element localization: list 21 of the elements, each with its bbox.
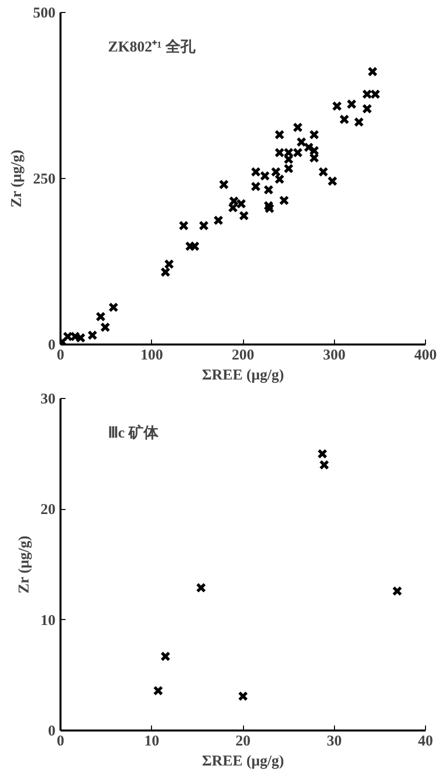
x-tick-label: 40 <box>418 734 433 750</box>
y-tick-label: 20 <box>40 502 56 518</box>
y-tick-label: 0 <box>48 338 56 354</box>
y-tick-label: 30 <box>40 392 56 408</box>
x-tick-label: 400 <box>414 348 437 364</box>
x-tick-label: 300 <box>323 348 346 364</box>
y-tick-label: 500 <box>33 6 56 22</box>
y-tick-label: 10 <box>40 612 56 629</box>
y-axis-title: Zr (μg/g) <box>9 150 25 208</box>
x-tick-label: 10 <box>144 734 160 750</box>
y-tick-label: 250 <box>33 172 56 188</box>
x-tick-label: 30 <box>326 734 342 750</box>
y-axis-title: Zr (μg/g) <box>16 536 32 594</box>
x-tick-label: 100 <box>140 348 163 364</box>
annotation: Ⅲc 矿体 <box>108 424 160 442</box>
x-axis-title: ΣREE (μg/g) <box>202 754 284 770</box>
annotation: ZK802⁺¹ 全孔 <box>108 38 196 56</box>
y-tick-label: 0 <box>48 724 56 740</box>
x-axis-title: ΣREE (μg/g) <box>202 368 284 384</box>
x-tick-label: 200 <box>232 348 254 364</box>
x-tick-label: 20 <box>236 734 250 750</box>
